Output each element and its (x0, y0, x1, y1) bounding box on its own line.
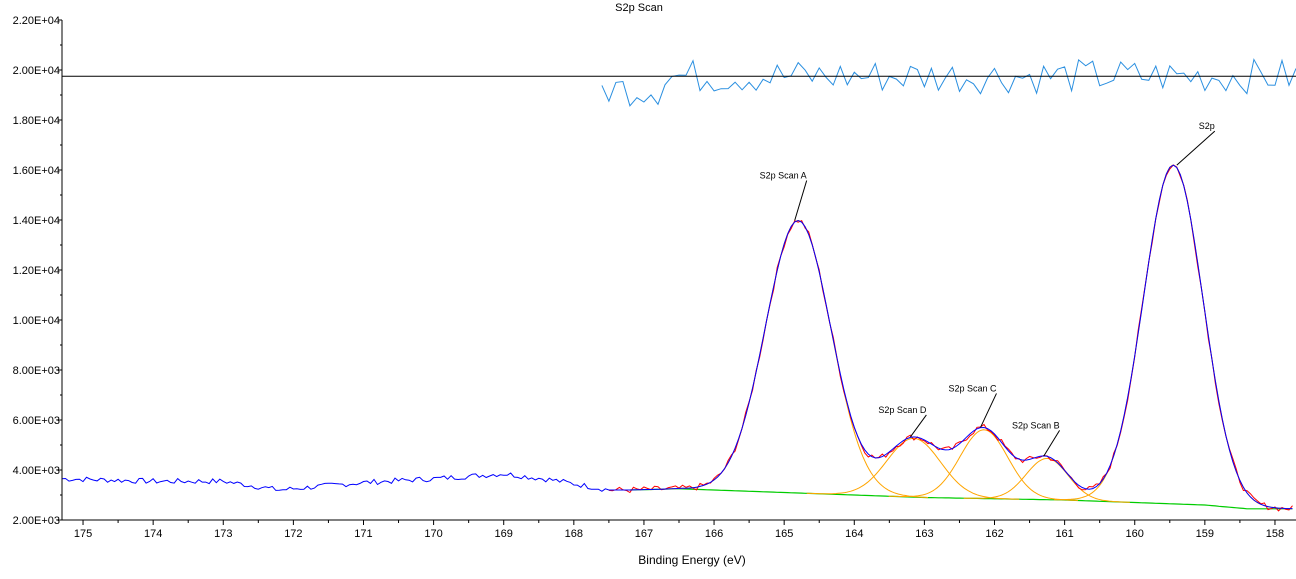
x-tick-label: 175 (74, 528, 92, 540)
peak-leader-0 (794, 180, 808, 221)
x-tick-label: 158 (1266, 528, 1284, 540)
peak-leader-4 (1176, 130, 1216, 166)
y-tick-label: 1.60E+04 (13, 165, 60, 177)
component-1 (806, 437, 1020, 500)
x-tick-label: 164 (845, 528, 863, 540)
x-tick-label: 166 (705, 528, 723, 540)
residual-line (601, 58, 1296, 107)
peak-label-4: S2p (1199, 121, 1215, 131)
x-tick-label: 160 (1126, 528, 1144, 540)
x-tick-label: 159 (1196, 528, 1214, 540)
component-3 (963, 458, 1130, 503)
peak-label-0: S2p Scan A (760, 170, 807, 180)
y-tick-label: 4.00E+03 (13, 465, 60, 477)
x-tick-label: 170 (424, 528, 442, 540)
y-tick-label: 6.00E+03 (13, 415, 60, 427)
x-tick-label: 163 (915, 528, 933, 540)
x-tick-label: 167 (635, 528, 653, 540)
x-tick-label: 172 (284, 528, 302, 540)
envelope-line (61, 164, 1293, 510)
x-tick-label: 168 (565, 528, 583, 540)
y-tick-label: 1.80E+04 (13, 115, 60, 127)
x-axis-label: Binding Energy (eV) (638, 553, 745, 567)
x-tick-label: 173 (214, 528, 232, 540)
x-tick-label: 161 (1055, 528, 1073, 540)
peak-label-2: S2p Scan C (948, 383, 997, 393)
y-tick-label: 8.00E+03 (13, 365, 60, 377)
component-4 (1054, 164, 1292, 510)
y-tick-label: 1.40E+04 (13, 215, 60, 227)
background-line (629, 488, 1293, 510)
x-tick-label: 162 (985, 528, 1003, 540)
chart-title: S2p Scan (615, 2, 663, 14)
peak-leader-2 (980, 393, 997, 428)
peak-leader-3 (1043, 430, 1061, 457)
y-tick-label: 2.00E+03 (13, 515, 60, 527)
plot-area: S2p Scan A S2p Scan D S2p Scan C S2p Scan B… (61, 58, 1296, 512)
y-tick-label: 1.20E+04 (13, 265, 60, 277)
y-axis: 2.00E+03 4.00E+03 6.00E+03 8.00E+03 1.00E+04… (13, 15, 63, 527)
x-tick-label: 165 (775, 528, 793, 540)
y-tick-label: 2.20E+04 (13, 15, 60, 27)
component-2 (888, 429, 1078, 501)
y-tick-label: 2.00E+04 (13, 65, 60, 77)
peak-label-3: S2p Scan B (1012, 420, 1060, 430)
x-tick-label: 169 (495, 528, 513, 540)
x-tick-label: 171 (354, 528, 372, 540)
x-axis: 175 174 173 172 171 170 169 168 167 166 165 164 163 1… (62, 519, 1296, 540)
peak-leader-1 (909, 414, 927, 438)
y-tick-label: 1.00E+04 (13, 315, 60, 327)
peak-label-1: S2p Scan D (878, 405, 927, 415)
component-0 (667, 219, 929, 498)
x-tick-label: 174 (144, 528, 162, 540)
